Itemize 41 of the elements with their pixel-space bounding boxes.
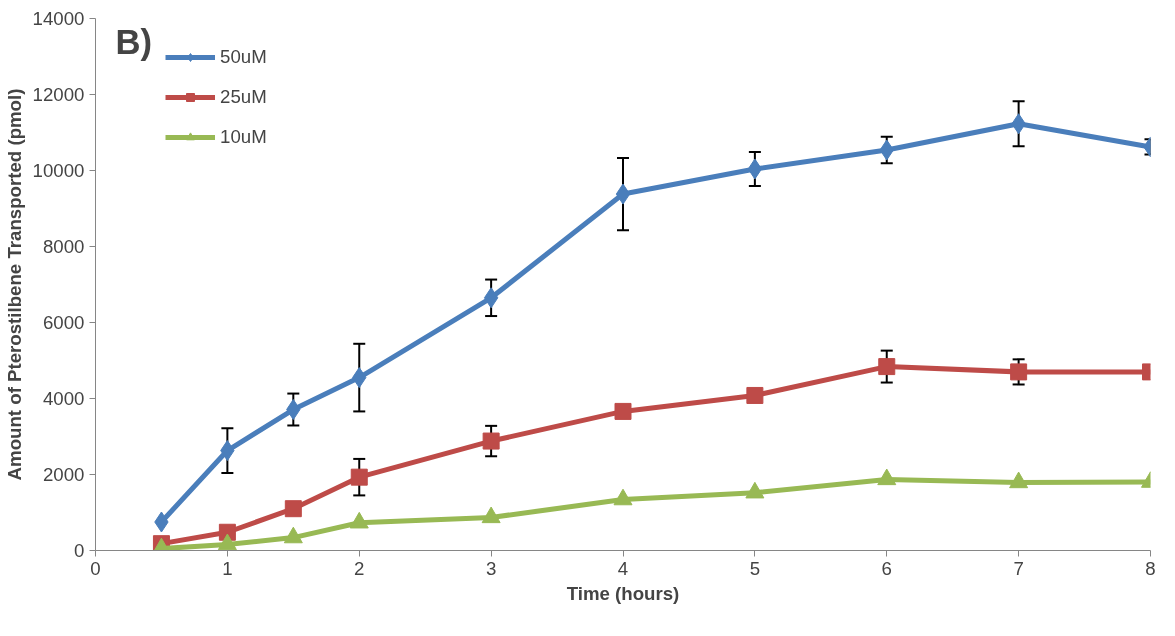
point bbox=[349, 511, 369, 529]
x-tick-label: 5 bbox=[749, 557, 761, 579]
point bbox=[615, 183, 631, 205]
x-tick-label: 3 bbox=[485, 557, 497, 579]
y-tick-label: 4000 bbox=[43, 388, 85, 409]
point bbox=[877, 468, 897, 486]
annotation: B) bbox=[115, 22, 153, 61]
point bbox=[350, 468, 368, 486]
x-tick-label: 8 bbox=[1145, 557, 1156, 579]
y-tick-label: 6000 bbox=[43, 312, 85, 333]
point bbox=[746, 386, 764, 404]
x-tick-label: 1 bbox=[222, 557, 233, 579]
point bbox=[483, 287, 499, 309]
y-tick-label: 0 bbox=[74, 540, 85, 561]
point bbox=[1010, 363, 1028, 381]
legend-label: 10uM bbox=[220, 126, 267, 148]
y-tick-label: 8000 bbox=[43, 236, 85, 257]
point bbox=[482, 432, 500, 450]
y-axis-title: Amount of Pterostilbene Transported (pmol) bbox=[3, 88, 25, 481]
x-tick-label: 4 bbox=[617, 557, 629, 579]
point bbox=[745, 481, 765, 499]
x-tick-label: 0 bbox=[90, 557, 101, 579]
point bbox=[878, 358, 896, 376]
legend-label: 25uM bbox=[220, 86, 267, 108]
point bbox=[747, 158, 763, 180]
point bbox=[481, 506, 501, 524]
x-tick-label: 6 bbox=[881, 557, 892, 579]
point bbox=[283, 526, 303, 544]
x-tick-label: 7 bbox=[1013, 557, 1024, 579]
x-axis-title: Time (hours) bbox=[566, 582, 680, 604]
y-tick-label: 14000 bbox=[32, 8, 85, 29]
y-tick-label: 2000 bbox=[43, 464, 85, 485]
point bbox=[217, 533, 237, 551]
x-tick-label: 2 bbox=[354, 557, 365, 579]
legend-label: 50uM bbox=[220, 46, 267, 68]
point bbox=[614, 402, 632, 420]
point bbox=[613, 488, 633, 506]
y-tick-label: 10000 bbox=[32, 160, 85, 181]
y-tick-label: 12000 bbox=[32, 84, 85, 105]
point bbox=[1009, 471, 1029, 489]
point bbox=[284, 500, 302, 518]
